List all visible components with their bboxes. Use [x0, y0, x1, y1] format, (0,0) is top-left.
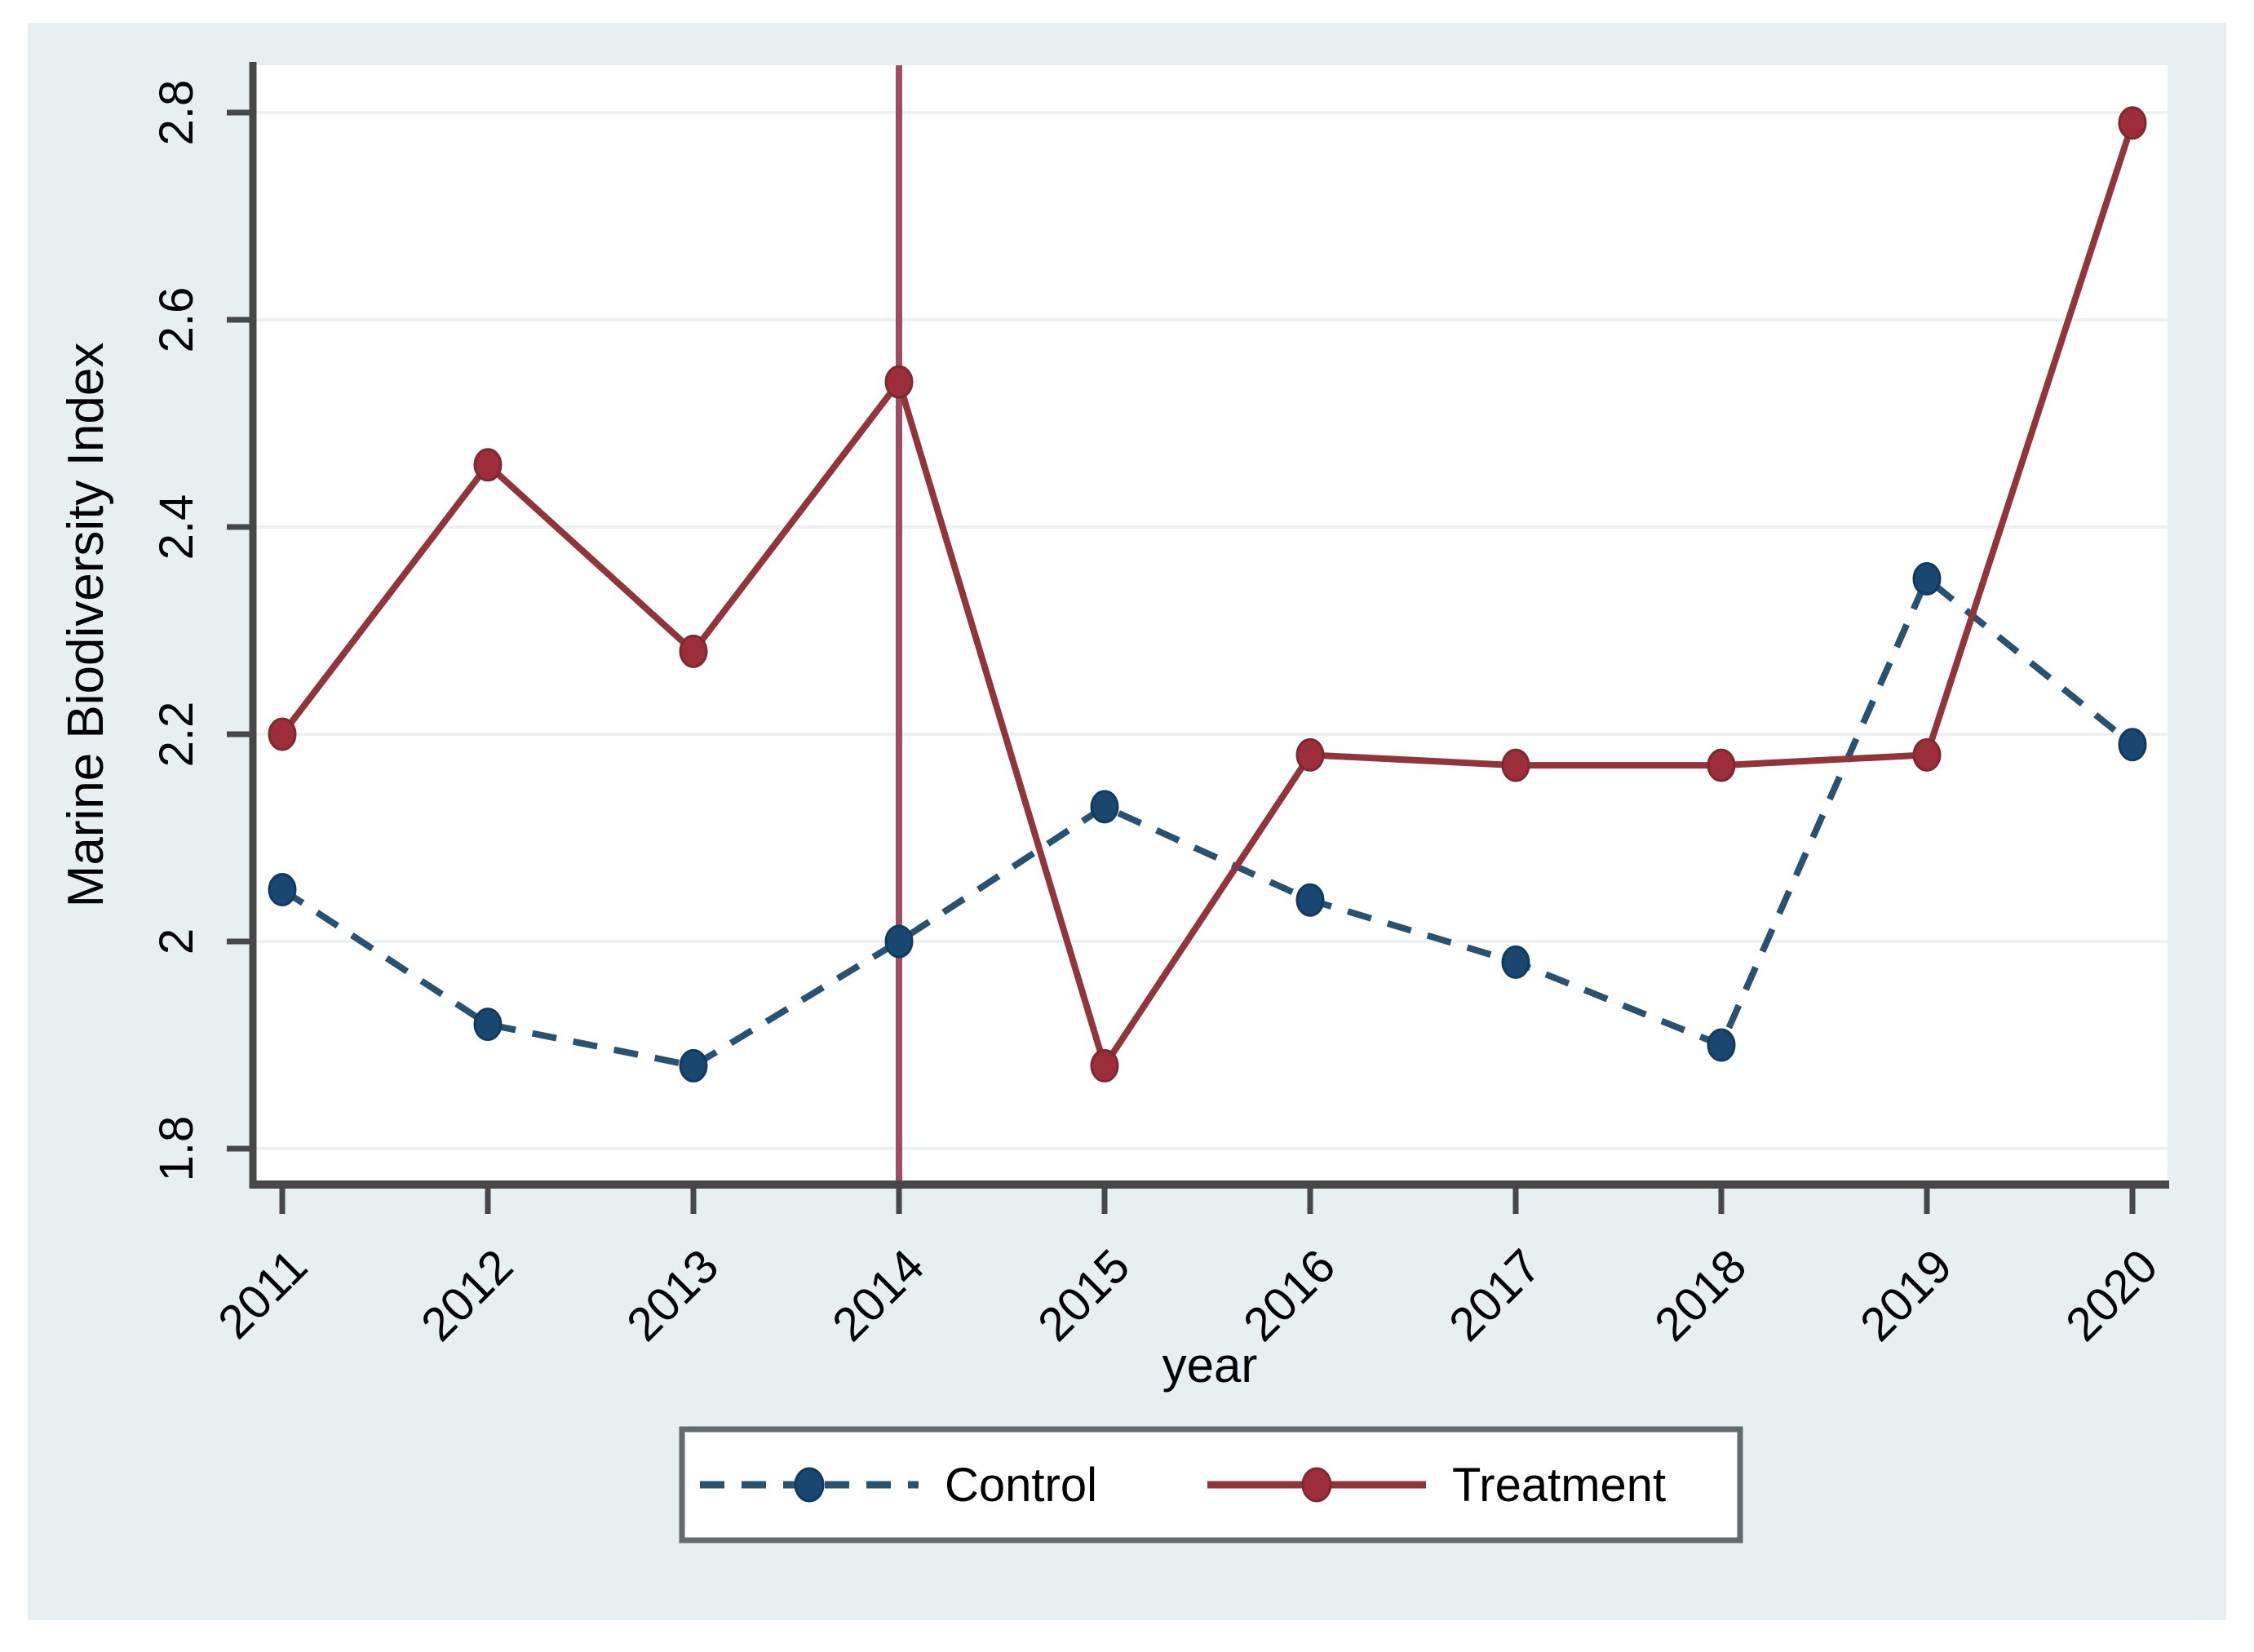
- y-tick-label: 2.8: [150, 80, 203, 146]
- x-tick-label: 2013: [617, 1239, 728, 1351]
- control-marker-2013: [679, 1048, 708, 1083]
- x-tick-label: 2015: [1028, 1239, 1140, 1351]
- legend-marker-treatment: [1301, 1467, 1332, 1503]
- treatment-line: [279, 122, 2136, 1070]
- control-marker-2014: [884, 924, 914, 959]
- x-tick-label: 2018: [1645, 1239, 1756, 1351]
- y-tick-label: 2: [150, 928, 203, 954]
- control-marker-2018: [1707, 1028, 1736, 1062]
- x-tick-label: 2019: [1850, 1239, 1962, 1351]
- x-tick-label: 2017: [1439, 1239, 1551, 1351]
- x-tick-label: 2014: [822, 1239, 934, 1351]
- chart-generated-layer: 1.8 2 2.2 2.4 2.6 2.8 2011 2012 2013 2014 2015 2016…: [150, 62, 2169, 1543]
- x-tick-label: 2016: [1233, 1239, 1345, 1351]
- treatment-marker-2019: [1912, 737, 1942, 772]
- control-line: [280, 575, 2135, 1070]
- legend-marker-control: [794, 1467, 825, 1503]
- y-tick-label: 2.2: [150, 702, 203, 768]
- y-tick-label: 1.8: [150, 1116, 203, 1182]
- control-marker-2011: [268, 873, 297, 906]
- treatment-marker-2017: [1501, 748, 1530, 782]
- control-marker-2019: [1912, 562, 1942, 596]
- treatment-marker-2018: [1707, 748, 1736, 782]
- control-marker-2012: [473, 1008, 503, 1042]
- x-tick-label: 2011: [208, 1239, 317, 1349]
- control-marker-2020: [2118, 728, 2147, 762]
- control-marker-2016: [1295, 883, 1325, 917]
- treatment-marker-2013: [679, 634, 708, 668]
- x-tick-label: 2012: [411, 1239, 523, 1351]
- treatment-marker-2015: [1090, 1048, 1119, 1083]
- treatment-marker-2014: [884, 365, 914, 399]
- x-axis-title: year: [1162, 1338, 1258, 1393]
- treatment-marker-2011: [268, 717, 297, 751]
- x-tick-label: 2020: [2056, 1239, 2168, 1351]
- control-marker-2015: [1090, 790, 1119, 824]
- plot-area: [253, 65, 2168, 1185]
- treatment-marker-2020: [2118, 106, 2147, 140]
- y-tick-label: 2.4: [150, 494, 203, 560]
- y-axis-title: Marine Biodiversity Index: [58, 343, 114, 908]
- legend-label-control: Control: [945, 1459, 1097, 1512]
- control-marker-2017: [1501, 945, 1530, 979]
- treatment-marker-2016: [1295, 737, 1325, 772]
- treatment-marker-2012: [473, 448, 503, 482]
- legend-label-treatment: Treatment: [1452, 1459, 1666, 1512]
- y-tick-label: 2.6: [150, 287, 203, 353]
